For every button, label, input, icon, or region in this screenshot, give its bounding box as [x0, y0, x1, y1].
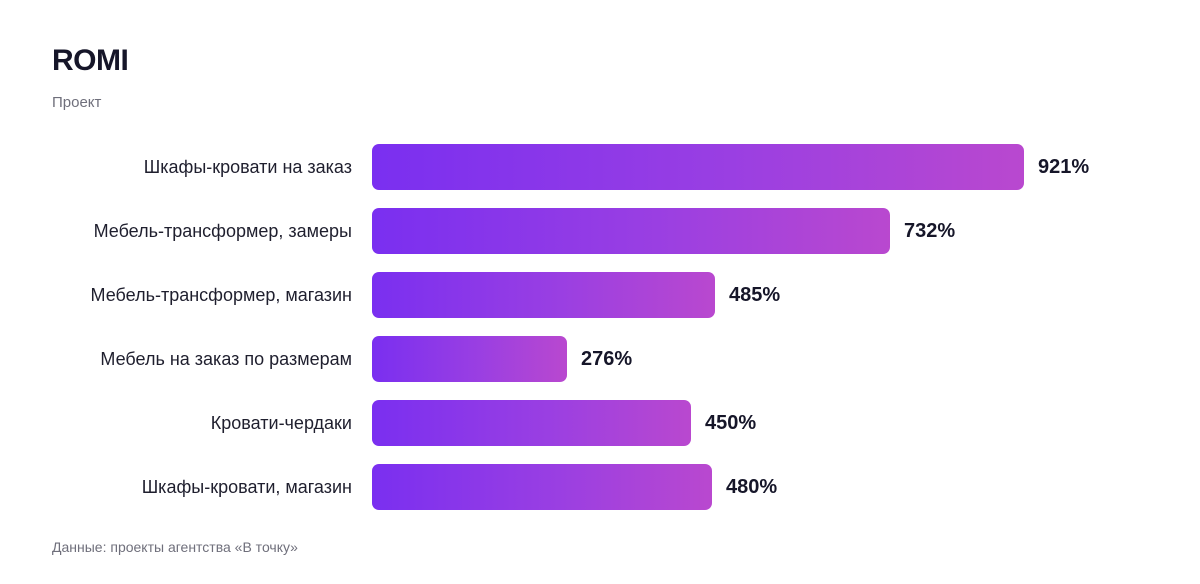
category-label: Шкафы-кровати, магазин: [141, 477, 352, 497]
bar: [372, 272, 715, 318]
value-label: 480%: [726, 476, 778, 498]
source-note: Данные: проекты агентства «В точку»: [52, 539, 298, 555]
bar: [372, 336, 567, 382]
category-label: Мебель на заказ по размерам: [100, 349, 352, 369]
value-label: 732%: [904, 220, 956, 242]
chart-title: ROMI: [52, 44, 129, 77]
value-label: 921%: [1038, 156, 1090, 178]
category-label: Шкафы-кровати на заказ: [143, 157, 352, 177]
value-label: 485%: [729, 284, 781, 306]
category-label: Мебель-трансформер, магазин: [90, 285, 352, 305]
bar: [372, 464, 712, 510]
bar: [372, 208, 890, 254]
value-label: 276%: [581, 348, 633, 370]
chart-subtitle: Проект: [52, 94, 102, 111]
value-label: 450%: [705, 412, 757, 434]
bar: [372, 144, 1024, 190]
category-label: Кровати-чердаки: [210, 413, 352, 433]
bar: [372, 400, 691, 446]
category-label: Мебель-трансформер, замеры: [93, 221, 352, 241]
